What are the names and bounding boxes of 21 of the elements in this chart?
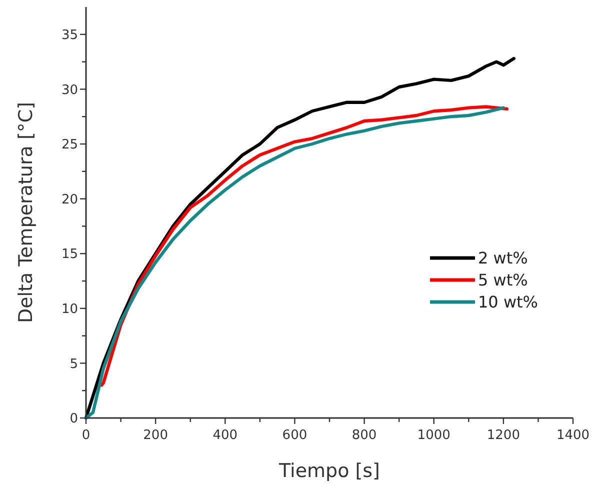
y-tick-label: 20	[61, 192, 78, 208]
legend-label: 2 wt%	[478, 248, 528, 268]
legend-label: 10 wt%	[478, 292, 538, 312]
x-tick-label: 800	[352, 428, 377, 443]
x-tick-label: 400	[212, 428, 238, 443]
y-tick-label: 25	[61, 138, 78, 153]
y-tick-label: 15	[61, 247, 78, 262]
x-tick-label: 1200	[486, 428, 520, 443]
x-tick-label: 600	[282, 428, 308, 443]
y-tick-label: 30	[61, 82, 78, 98]
y-tick-label: 10	[61, 302, 78, 317]
y-axis-title: Delta Temperatura [°C]	[15, 102, 37, 324]
y-tick-label: 5	[70, 356, 78, 372]
x-tick-label: 0	[82, 428, 90, 443]
x-tick-label: 200	[143, 428, 168, 443]
x-tick-label: 1000	[417, 428, 450, 443]
legend-label: 5 wt%	[478, 270, 528, 290]
x-axis-title: Tiempo [s]	[278, 460, 380, 482]
y-tick-label: 35	[61, 28, 78, 43]
x-tick-label: 1400	[556, 428, 590, 443]
y-tick-label: 0	[70, 412, 78, 427]
